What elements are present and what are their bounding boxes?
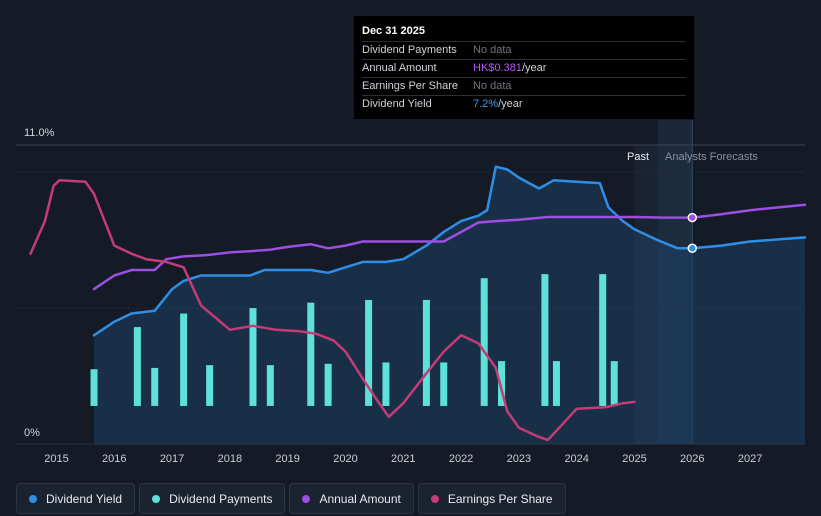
tooltip-value: No data [473,80,512,92]
x-tick-label: 2016 [102,453,126,465]
legend-earnings-per-share[interactable]: Earnings Per Share [417,483,566,514]
legend-annual-amount[interactable]: Annual Amount [289,483,414,514]
dividend-payment-bar [266,365,274,406]
dividend-payment-bar [541,274,549,406]
dividend-yield-line [92,165,807,337]
legend-label: Dividend Yield [46,491,123,506]
x-tick-label: 2020 [333,453,357,465]
legend-dot-icon [29,494,37,503]
x-tick-label: 2022 [449,453,473,465]
dividend-payment-bar [382,362,390,406]
annual-amount-line [92,203,807,291]
dividend-payment-bar [249,308,257,406]
hover-tooltip: Dec 31 2025 Dividend Payments No data An… [354,16,694,119]
x-tick-label: 2019 [275,453,299,465]
dividend-payment-bar [180,313,188,406]
y-axis-top-label: 11.0% [24,127,55,139]
tooltip-label: Earnings Per Share [362,80,458,92]
legend-label: Dividend Payments [169,491,273,506]
tooltip-row-earnings-per-share: Earnings Per Share No data [362,77,686,95]
forecast-region-label: Analysts Forecasts [665,151,758,163]
legend-dot-icon [152,494,161,503]
legend-dividend-yield[interactable]: Dividend Yield [16,483,136,514]
legend-dot-icon [302,494,311,503]
tooltip-date: Dec 31 2025 [362,25,425,37]
dividend-payment-bar [440,362,448,406]
tooltip-unit: /year [521,62,547,74]
dividend-payment-bar [610,361,618,406]
tooltip-value: HK$0.381 [473,62,522,74]
past-region-label: Past [627,151,649,163]
tooltip-label: Dividend Payments [362,44,457,56]
tooltip-label: Annual Amount [362,62,437,74]
tooltip-value: No data [473,44,512,56]
dividend-payment-bar [151,367,159,406]
x-tick-label: 2024 [564,453,588,465]
dividend-payment-bar [599,274,607,406]
x-tick-label: 2015 [44,453,68,465]
x-tick-label: 2021 [391,453,415,465]
current-period-highlight [657,120,693,444]
tooltip-value: 7.2% [473,98,499,110]
dividend-payment-bar [552,361,560,406]
dividend-payment-bar [324,363,332,406]
chart-legend: Dividend Yield Dividend Payments Annual … [16,483,566,515]
x-tick-label: 2017 [160,453,184,465]
legend-label: Annual Amount [319,491,401,506]
x-tick-label: 2025 [622,453,646,465]
dividend-history-chart: 11.0% 0% Past Analysts Forecasts 2015 201… [16,120,807,465]
tooltip-row-dividend-payments: Dividend Payments No data [362,41,686,59]
dividend-payment-bar [90,369,98,406]
dividend-payment-bar [498,361,506,406]
x-tick-label: 2018 [218,453,242,465]
current-value-marker [687,212,698,223]
x-tick-label: 2023 [507,453,531,465]
y-axis-bottom-label: 0% [24,427,40,439]
tooltip-row-annual-amount: Annual Amount HK$0.381 /year [362,59,686,77]
earnings-per-share-line [29,179,636,442]
tooltip-row-dividend-yield: Dividend Yield 7.2% /year [362,95,686,113]
tooltip-unit: /year [498,98,523,110]
x-tick-label: 2027 [738,453,762,465]
dividend-payment-bar [133,327,141,406]
tooltip-label: Dividend Yield [362,98,432,110]
x-tick-label: 2026 [680,453,704,465]
legend-dividend-payments[interactable]: Dividend Payments [139,483,286,514]
dividend-payment-bar [480,278,488,406]
current-value-marker [687,243,698,254]
legend-dot-icon [430,494,439,503]
dividend-payment-bar [365,299,373,406]
dividend-payment-bar [206,365,214,406]
legend-label: Earnings Per Share [447,491,553,506]
dividend-payment-bar [307,302,315,406]
dividend-payment-bar [422,299,430,406]
